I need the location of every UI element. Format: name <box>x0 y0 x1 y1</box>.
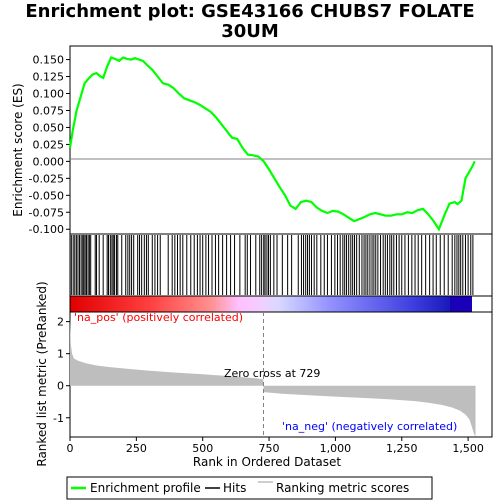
legend-ranking-label: Ranking metric scores <box>276 481 409 495</box>
es-y-tick-label: 0.125 <box>33 71 65 84</box>
es-y-tick-label: -0.025 <box>29 172 64 185</box>
rank-x-tick-label: 0 <box>67 442 74 455</box>
na-pos-annotation: 'na_pos' (positively correlated) <box>74 311 243 324</box>
es-y-tick-label: 0.050 <box>33 121 65 134</box>
legend-enrichment-profile-label: Enrichment profile <box>90 481 201 495</box>
es-y-axis-label: Enrichment score (ES) <box>11 83 25 216</box>
es-y-tick-label: -0.050 <box>29 189 64 202</box>
es-y-tick-label: -0.075 <box>29 206 64 219</box>
rank-x-axis-label: Rank in Ordered Dataset <box>193 455 341 469</box>
rank-color-bar-tail <box>472 296 492 312</box>
rank-y-tick-label: 1 <box>57 348 64 361</box>
rank-x-axis: 0 250 500 750 1,000 1,250 1,500 <box>67 437 484 455</box>
rank-x-tick-label: 500 <box>192 442 213 455</box>
es-y-tick-label: 0.075 <box>33 104 65 117</box>
legend-hits-label: Hits <box>223 481 246 495</box>
rank-x-tick-label: 1,500 <box>452 442 484 455</box>
es-y-tick-label: 0.025 <box>33 138 65 151</box>
rank-color-bar-dark-segment <box>450 296 472 312</box>
es-y-tick-label: -0.100 <box>29 223 64 236</box>
rank-y-tick-label: 0 <box>57 380 64 393</box>
es-y-tick-label: 0.000 <box>33 155 65 168</box>
es-y-axis: 0.150 0.125 0.100 0.075 0.050 0.025 0.000 -0.02… <box>29 54 70 237</box>
rank-x-tick-label: 1,250 <box>386 442 418 455</box>
rank-x-tick-label: 1,000 <box>320 442 352 455</box>
zero-cross-annotation: Zero cross at 729 <box>224 367 320 380</box>
es-y-tick-label: 0.150 <box>33 54 65 67</box>
rank-y-axis-label: Ranked list metric (PreRanked) <box>35 281 49 466</box>
rank-y-tick-label: 2 <box>57 316 64 329</box>
rank-color-bar <box>70 296 472 312</box>
es-y-tick-label: 0.100 <box>33 88 65 101</box>
rank-x-tick-label: 250 <box>126 442 147 455</box>
rank-x-tick-label: 750 <box>259 442 280 455</box>
na-neg-annotation: 'na_neg' (negatively correlated) <box>282 420 457 433</box>
rank-y-tick-label: -1 <box>53 412 64 425</box>
rank-y-axis: 2 1 0 -1 <box>53 316 70 425</box>
es-panel <box>70 46 492 234</box>
